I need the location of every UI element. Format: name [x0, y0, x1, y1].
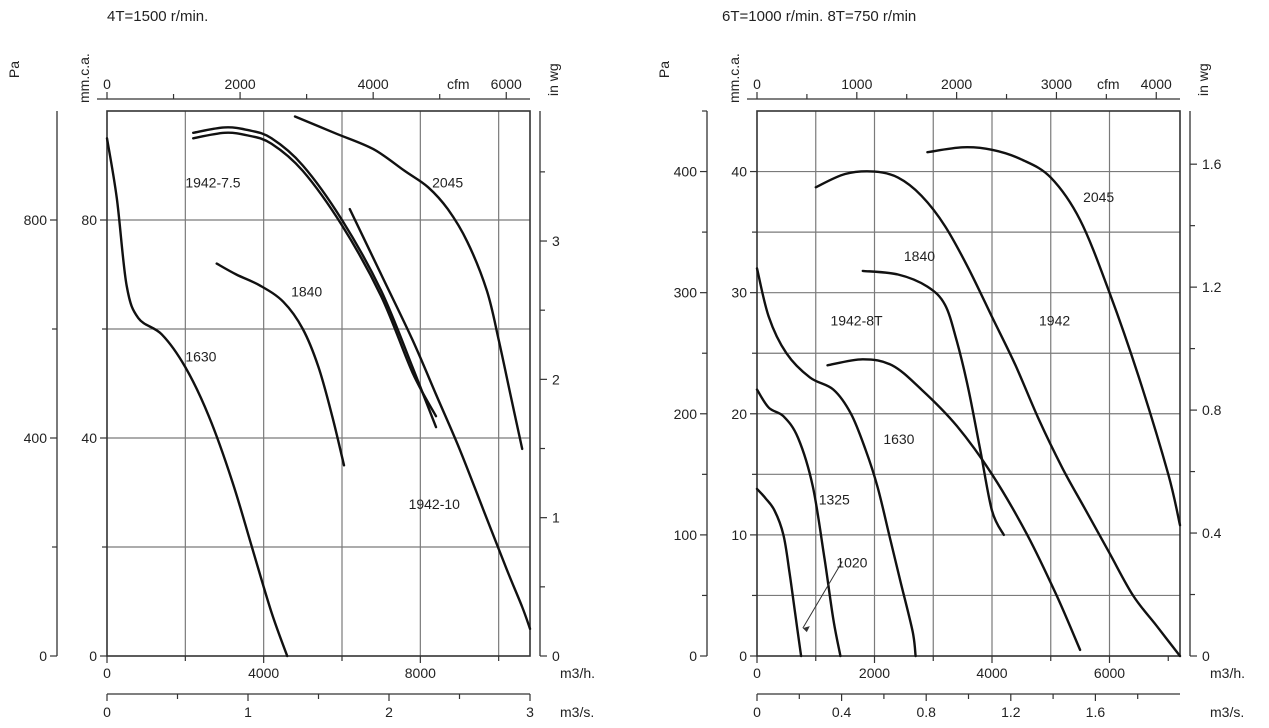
y-unit-pa: Pa — [6, 61, 22, 78]
curve-1020 — [755, 487, 803, 658]
tick-label-cfm: 4000 — [358, 76, 389, 92]
curve-label-1942-8t: 1942-8T — [830, 312, 883, 328]
tick-label-inwg: 3 — [552, 233, 560, 249]
y-unit-mmca: mm.c.a. — [76, 53, 92, 103]
tick-label-m3s: 0.4 — [832, 704, 852, 720]
curve-1942 — [814, 170, 1182, 658]
tick-label-m3s: 3 — [526, 704, 534, 720]
tick-label-mmca: 0 — [89, 648, 97, 664]
tick-label-m3h: 4000 — [248, 665, 279, 681]
curve-label-1840: 1840 — [291, 283, 322, 299]
tick-label-pa: 300 — [674, 285, 698, 301]
curve-1630 — [105, 137, 289, 658]
tick-label-pa: 100 — [674, 527, 698, 543]
curve-1942-8t — [755, 267, 917, 658]
curve-unlabeled — [348, 207, 532, 630]
tick-label-pa: 400 — [24, 430, 48, 446]
curve-label-1942: 1942 — [1039, 312, 1070, 328]
tick-label-inwg: 0 — [552, 648, 560, 664]
x-unit-cfm: cfm — [1097, 76, 1120, 92]
chart-right-heading: 6T=1000 r/min. 8T=750 r/min — [722, 8, 917, 25]
curve-label-2045: 2045 — [432, 174, 463, 190]
y-unit-inwg: in wg — [1195, 63, 1211, 96]
tick-label-m3s: 0 — [103, 704, 111, 720]
tick-label-inwg: 0.8 — [1202, 402, 1222, 418]
tick-label-inwg: 1.6 — [1202, 156, 1222, 172]
tick-label-cfm: 0 — [753, 76, 761, 92]
tick-label-m3h: 8000 — [405, 665, 436, 681]
tick-label-mmca: 20 — [731, 406, 747, 422]
y-unit-mmca: mm.c.a. — [726, 53, 742, 103]
leader-arrow-1020 — [802, 626, 810, 633]
tick-label-m3s: 1 — [244, 704, 252, 720]
tick-label-mmca: 0 — [739, 648, 747, 664]
curve-label-2045: 2045 — [1083, 189, 1114, 205]
tick-label-m3h: 0 — [103, 665, 111, 681]
tick-label-pa: 400 — [674, 164, 698, 180]
x-unit-m3s: m3/s. — [560, 704, 594, 720]
tick-label-cfm: 2000 — [225, 76, 256, 92]
curve-1840 — [861, 269, 1005, 537]
x-unit-m3h: m3/h. — [1210, 665, 1245, 681]
tick-label-m3h: 6000 — [1094, 665, 1125, 681]
tick-label-pa: 800 — [24, 212, 48, 228]
tick-label-mmca: 10 — [731, 527, 747, 543]
curve-label-1630: 1630 — [185, 349, 216, 365]
curve-2045 — [293, 115, 524, 451]
curve-label-1325: 1325 — [819, 492, 850, 508]
tick-label-pa: 0 — [39, 648, 47, 664]
tick-label-m3h: 2000 — [859, 665, 890, 681]
tick-label-inwg: 0 — [1202, 648, 1210, 664]
tick-label-cfm: 2000 — [941, 76, 972, 92]
curve-1942-7-5 — [192, 126, 438, 429]
tick-label-mmca: 80 — [81, 212, 97, 228]
x-unit-m3h: m3/h. — [560, 665, 595, 681]
tick-label-m3s: 1.6 — [1086, 704, 1106, 720]
plot-frame — [756, 110, 1181, 657]
tick-label-cfm: 1000 — [841, 76, 872, 92]
curve-label-1630: 1630 — [883, 431, 914, 447]
tick-label-cfm: 3000 — [1041, 76, 1072, 92]
curve-1325 — [755, 388, 842, 658]
curve-label-1840: 1840 — [904, 248, 935, 264]
tick-label-m3s: 0 — [753, 704, 761, 720]
x-unit-cfm: cfm — [447, 76, 470, 92]
curve-1840 — [215, 262, 346, 467]
curve-label-1020: 1020 — [836, 555, 867, 571]
tick-label-m3h: 4000 — [976, 665, 1007, 681]
tick-label-cfm: 4000 — [1141, 76, 1172, 92]
tick-label-m3s: 1.2 — [1001, 704, 1021, 720]
tick-label-m3s: 2 — [385, 704, 393, 720]
tick-label-cfm: 6000 — [491, 76, 522, 92]
tick-label-m3h: 0 — [753, 665, 761, 681]
y-unit-inwg: in wg — [545, 63, 561, 96]
curve-2045 — [926, 146, 1182, 527]
chart-6t-8t: 0 2000 4000 6000 m3/h.0 0.4 0.8 1.2 1.6 m3/s.0 100… — [656, 53, 1245, 720]
plot-frame — [106, 110, 531, 657]
x-unit-m3s: m3/s. — [1210, 704, 1244, 720]
curve-label-1942-7-5: 1942-7.5 — [185, 174, 240, 190]
tick-label-mmca: 30 — [731, 285, 747, 301]
tick-label-mmca: 40 — [81, 430, 97, 446]
y-unit-pa: Pa — [656, 61, 672, 78]
curve-1942-10 — [192, 131, 438, 418]
tick-label-mmca: 40 — [731, 164, 747, 180]
chart-4t-1500: 0 4000 8000 m3/h.0 1 2 3 m3/s.0 2000 4000 6000cfm0… — [6, 53, 595, 720]
tick-label-inwg: 1.2 — [1202, 279, 1222, 295]
tick-label-inwg: 0.4 — [1202, 525, 1222, 541]
tick-label-inwg: 2 — [552, 371, 560, 387]
tick-label-inwg: 1 — [552, 510, 560, 526]
curve-label-1942-10: 1942-10 — [409, 496, 461, 512]
chart-left-heading: 4T=1500 r/min. — [107, 8, 209, 25]
tick-label-pa: 200 — [674, 406, 698, 422]
leader-line-1020 — [802, 561, 843, 629]
tick-label-m3s: 0.8 — [916, 704, 936, 720]
curve-1630 — [826, 358, 1082, 652]
tick-label-cfm: 0 — [103, 76, 111, 92]
tick-label-pa: 0 — [689, 648, 697, 664]
